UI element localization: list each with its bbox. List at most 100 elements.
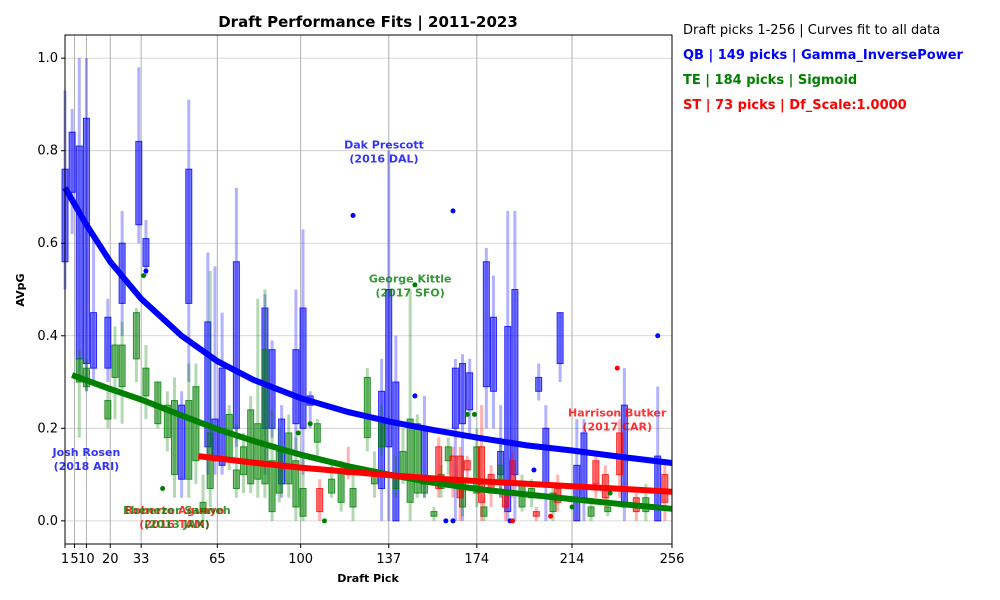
st-outlier-point: [614, 365, 620, 371]
y-tick-label: 0.2: [37, 421, 58, 436]
te-box: [232, 469, 240, 489]
qb-outlier-point: [143, 268, 149, 274]
annotation-name: Roberto Aguayo: [125, 504, 225, 517]
annotation-name: Josh Rosen: [52, 446, 121, 459]
x-tick-label: 100: [288, 552, 313, 567]
qb-box: [299, 307, 307, 429]
plot-frame: [64, 34, 673, 545]
te-box: [142, 367, 150, 397]
st-fit-curve: [197, 453, 673, 495]
te-outlier-point: [160, 485, 166, 491]
te-box: [268, 460, 276, 513]
annotation-name: Dak Prescott: [344, 138, 424, 151]
te-box: [163, 404, 171, 439]
st-box: [463, 460, 471, 471]
qb-box: [504, 326, 512, 513]
te-box: [170, 400, 178, 476]
te-box: [275, 450, 283, 494]
te-box: [111, 344, 119, 378]
qb-box: [573, 464, 581, 522]
te-box: [406, 418, 414, 503]
annotation-detail: (2016 TAM): [139, 518, 210, 531]
te-box: [328, 478, 336, 494]
annotation-detail: (2018 ARI): [54, 460, 120, 473]
qb-box: [392, 381, 400, 522]
te-box: [199, 501, 207, 513]
te-box: [247, 409, 255, 485]
x-tick-label: 1: [61, 552, 69, 567]
chart-title: Draft Performance Fits | 2011-2023: [218, 13, 518, 32]
x-tick-label: 5: [70, 552, 78, 567]
fit-curves: [62, 186, 673, 512]
st-box: [532, 511, 540, 517]
qb-box: [68, 131, 76, 193]
legend-st: ST | 73 picks | Df_Scale:1.0000: [683, 98, 907, 113]
te-box: [363, 376, 371, 439]
te-fit-curve: [71, 372, 673, 512]
te-box: [185, 400, 193, 480]
te-box: [104, 400, 112, 420]
y-tick-label: 0.6: [37, 236, 58, 251]
qb-outlier-point: [450, 518, 456, 524]
x-tick-label: 20: [102, 552, 119, 567]
qb-box: [218, 367, 226, 466]
te-outlier-point: [295, 430, 301, 436]
te-box: [118, 344, 126, 388]
qb-box: [542, 427, 550, 485]
qb-box: [466, 372, 474, 411]
te-box: [285, 432, 293, 485]
annotation-detail: (2017 CAR): [582, 421, 652, 434]
x-tick-label: 33: [133, 552, 150, 567]
qb-box: [82, 117, 90, 365]
st-outlier-point: [510, 518, 516, 524]
y-tick-label: 1.0: [37, 51, 58, 66]
qb-box: [459, 363, 467, 425]
te-outlier-point: [569, 504, 575, 510]
te-box: [604, 506, 612, 513]
x-tick-label: 10: [78, 552, 95, 567]
te-outlier-point: [412, 282, 418, 288]
qb-outlier-point: [655, 333, 661, 339]
st-box: [456, 455, 464, 499]
te-outlier-point: [464, 411, 470, 417]
qb-box: [142, 238, 150, 267]
qb-box: [185, 168, 193, 304]
qb-box: [178, 404, 186, 480]
te-box: [292, 460, 300, 508]
player-annotations: Dak Prescott(2016 DAL)George Kittle(2017…: [52, 138, 667, 531]
st-box: [592, 460, 600, 485]
st-outlier-point: [548, 513, 554, 519]
x-axis-label: Draft Pick: [337, 572, 399, 585]
qb-box: [385, 289, 393, 448]
annotation-name: Ebenezer Sanneh: [123, 504, 231, 517]
outlier-points: [141, 208, 661, 524]
te-outlier-point: [471, 411, 477, 417]
qb-box: [135, 140, 143, 226]
te-box: [349, 487, 357, 508]
te-box: [75, 358, 83, 383]
annotation-detail: (2016 DAL): [349, 152, 418, 165]
y-axis-ticks: 0.0 0.2 0.4 0.6 0.8 1.0: [37, 51, 65, 529]
x-tick-label: 65: [209, 552, 226, 567]
qb-box: [489, 316, 497, 392]
te-box: [413, 423, 421, 494]
x-tick-label: 256: [660, 552, 685, 567]
te-outlier-point: [607, 490, 613, 496]
annotation-detail: (2013 JAX): [144, 518, 210, 531]
qb-box: [104, 316, 112, 369]
annotation-detail: (2017 SFO): [376, 287, 445, 300]
y-tick-label: 0.4: [37, 329, 58, 344]
x-tick-label: 214: [560, 552, 585, 567]
qb-box: [75, 145, 83, 360]
y-tick-label: 0.8: [37, 144, 58, 159]
qb-box: [556, 312, 564, 365]
te-box: [132, 312, 140, 360]
st-box: [478, 446, 486, 503]
te-box: [225, 413, 233, 462]
legend-qb: QB | 149 picks | Gamma_InversePower: [683, 48, 963, 63]
st-box: [435, 446, 443, 489]
te-box: [313, 423, 321, 443]
te-box: [480, 506, 488, 517]
qb-outlier-point: [350, 212, 356, 218]
